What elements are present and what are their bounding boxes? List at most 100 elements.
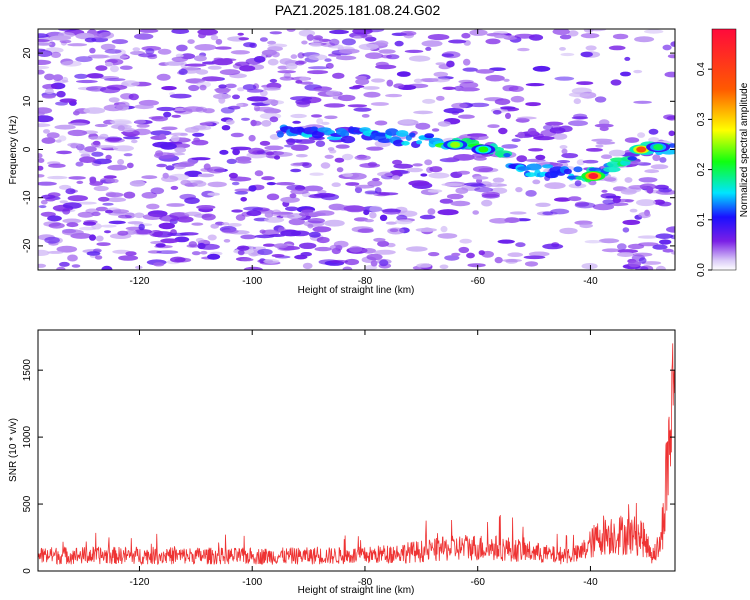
heat-blob [105,191,117,197]
ridge-blob [603,166,621,173]
heat-blob [131,139,138,144]
heat-blob [273,243,288,249]
heat-blob [335,55,357,61]
heat-blob [574,202,596,209]
heat-blob [200,250,208,255]
heat-blob [44,236,60,244]
heat-blob [554,76,575,81]
heat-blob [95,206,109,212]
heat-blob [241,117,250,121]
heat-blob [269,116,279,123]
heat-blob [435,62,446,66]
heat-blob [525,83,545,87]
heat-blob [494,34,509,39]
heat-blob [285,138,303,143]
heat-blob [413,78,423,84]
y-tick-label: 0 [22,568,33,574]
heat-blob [446,60,455,68]
heat-blob [442,86,456,91]
heat-blob [622,227,630,233]
heat-blob [225,119,235,125]
heat-blob [38,263,47,268]
heat-blob [421,40,443,47]
heat-blob [481,199,493,207]
heat-blob [458,87,480,92]
heat-blob [324,115,338,120]
heat-blob [197,29,219,36]
heat-blob [466,252,475,259]
colorbar-tick-label: 0.2 [696,162,707,176]
heat-blob [153,262,165,267]
heat-blob [580,51,593,58]
heat-blob [517,47,530,52]
heat-blob [288,218,305,226]
heat-blob [251,120,262,126]
heat-blob [638,257,647,264]
heat-blob [481,191,500,198]
heat-blob [552,29,570,35]
heat-blob [309,172,324,176]
heat-blob [38,59,52,65]
heat-blob [78,226,97,231]
heat-blob [161,175,179,183]
heat-blob [352,85,365,88]
heat-blob [633,100,652,104]
heat-blob [61,229,84,236]
heat-blob [437,121,451,127]
heat-blob [492,110,502,115]
heat-blob [525,102,541,107]
heat-blob [128,93,139,101]
heat-blob [658,187,672,193]
heat-blob [307,223,314,229]
heat-blob [657,201,672,207]
heat-blob [201,213,216,221]
heat-blob [161,86,177,91]
heat-blob [353,107,372,112]
heat-blob [234,191,249,195]
heat-blob [525,190,537,197]
heat-blob [336,167,344,173]
heat-blob [191,222,204,226]
heat-blob [458,114,475,119]
ridge-blob [385,128,399,136]
heat-blob [289,193,297,199]
heat-blob [184,63,207,67]
heat-blob [325,90,340,96]
heat-blob [542,243,564,250]
heat-blob [297,52,305,59]
heat-blob [329,29,349,35]
heat-blob [237,87,245,92]
heat-blob [408,180,430,187]
heat-blob [635,266,649,270]
heat-blob [134,33,154,40]
heat-blob [207,234,217,241]
heat-blob [369,211,377,219]
heat-blob [132,128,151,136]
snr-ylabel: SNR (10 * v/v) [8,418,19,482]
heat-blob [170,135,180,143]
heat-blob [377,171,395,177]
heat-blob [514,33,535,39]
heat-blob [334,157,345,163]
heat-blob [355,75,367,80]
heat-blob [648,128,659,135]
heat-blob [639,183,657,190]
heat-blob [89,47,96,54]
heat-blob [262,99,285,105]
heat-blob [121,80,140,87]
heat-blob [559,47,566,51]
heat-blob [261,49,277,56]
heat-blob [47,175,68,180]
heat-blob [472,176,489,180]
heat-blob [381,54,392,59]
heat-blob [328,203,346,211]
heat-blob [40,199,48,205]
heat-blob [290,54,298,59]
heat-blob [398,119,415,125]
heat-blob [332,72,345,79]
heat-blob [38,115,54,123]
x-tick-label: -100 [242,276,262,287]
heatmap [38,29,675,270]
heat-blob [620,188,637,195]
heat-blob [451,252,461,257]
